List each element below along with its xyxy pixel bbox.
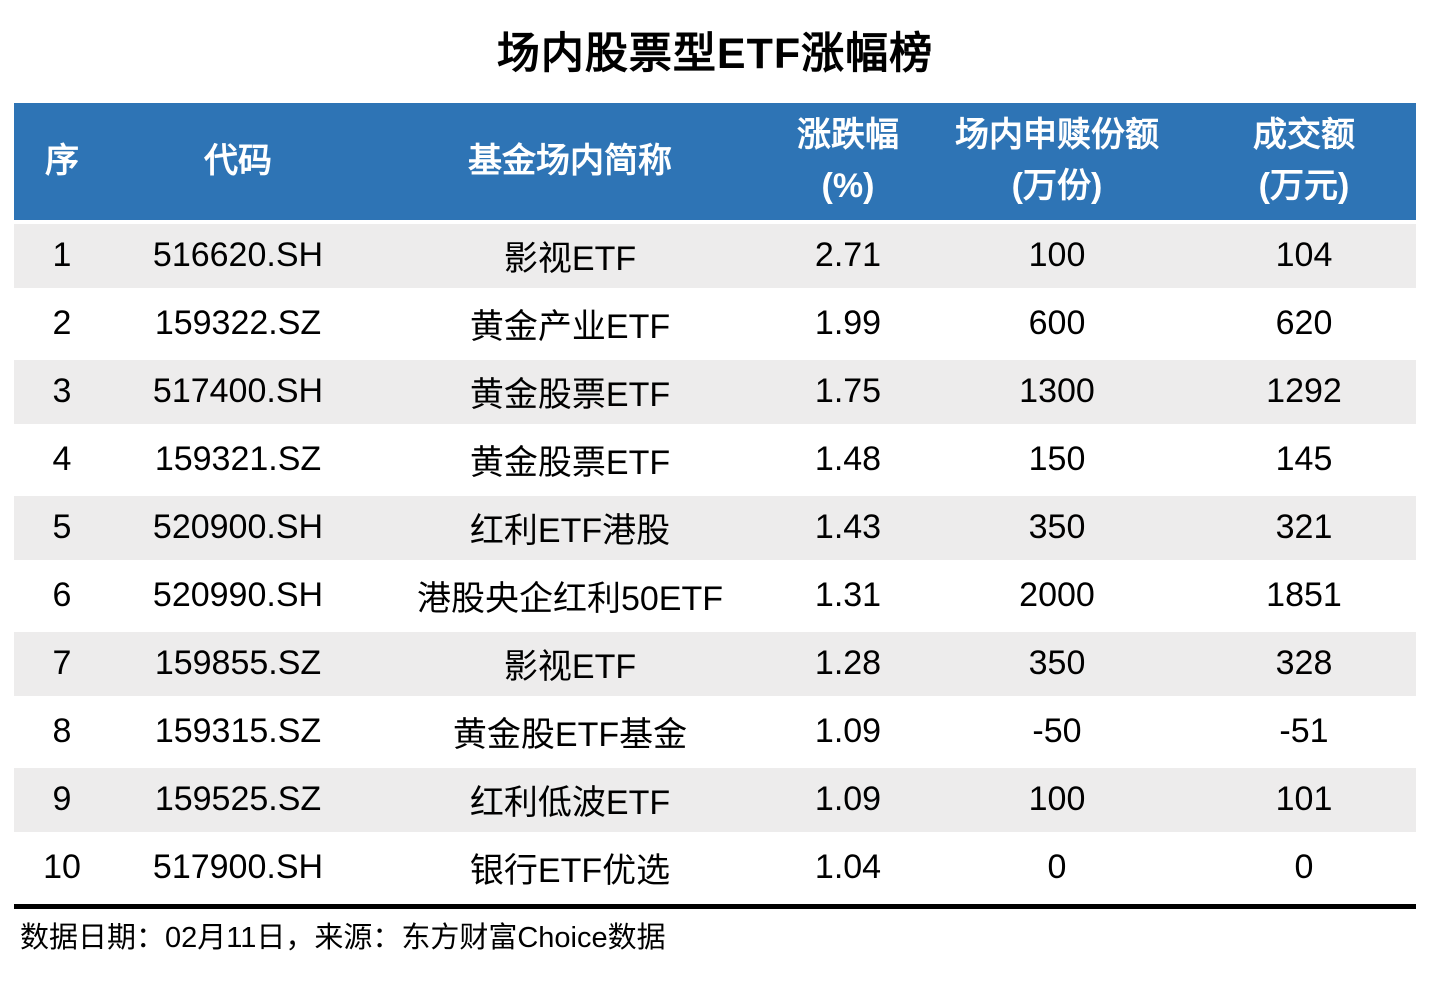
cell-name: 黄金股票ETF	[366, 427, 774, 496]
cell-change: 1.48	[774, 427, 922, 496]
cell-name: 影视ETF	[366, 223, 774, 292]
cell-name: 港股央企红利50ETF	[366, 563, 774, 632]
column-header-label: 成交额	[1253, 116, 1355, 155]
cell-rank: 6	[14, 563, 110, 632]
cell-turnover: 101	[1192, 767, 1416, 836]
cell-turnover: -51	[1192, 699, 1416, 768]
cell-rank: 8	[14, 699, 110, 768]
cell-shares: 350	[922, 631, 1192, 700]
cell-shares: 600	[922, 291, 1192, 360]
column-header-turnover: 成交额 (万元)	[1192, 102, 1416, 224]
table-row: 9 159525.SZ 红利低波ETF 1.09 100 101	[14, 767, 1416, 836]
cell-rank: 10	[14, 835, 110, 904]
cell-change: 1.31	[774, 563, 922, 632]
column-header-rank: 序	[14, 102, 110, 224]
cell-rank: 2	[14, 291, 110, 360]
cell-code: 159855.SZ	[110, 631, 366, 700]
column-header-label: 涨跌幅	[797, 116, 899, 155]
cell-rank: 3	[14, 359, 110, 428]
cell-turnover: 328	[1192, 631, 1416, 700]
cell-name: 银行ETF优选	[366, 835, 774, 904]
page-title: 场内股票型ETF涨幅榜	[496, 30, 934, 78]
etf-gainers-table: 序 代码 基金场内简称 涨跌幅 (%) 场内申赎份额 (万份)	[14, 102, 1416, 909]
cell-change: 1.09	[774, 767, 922, 836]
cell-shares: 150	[922, 427, 1192, 496]
cell-change: 1.09	[774, 699, 922, 768]
cell-rank: 4	[14, 427, 110, 496]
cell-rank: 7	[14, 631, 110, 700]
cell-change: 1.99	[774, 291, 922, 360]
table-row: 3 517400.SH 黄金股票ETF 1.75 1300 1292	[14, 359, 1416, 428]
table-row: 6 520990.SH 港股央企红利50ETF 1.31 2000 1851	[14, 563, 1416, 632]
header-row: 序 代码 基金场内简称 涨跌幅 (%) 场内申赎份额 (万份)	[14, 102, 1416, 224]
cell-code: 516620.SH	[110, 223, 366, 292]
table-row: 2 159322.SZ 黄金产业ETF 1.99 600 620	[14, 291, 1416, 360]
cell-shares: 100	[922, 767, 1192, 836]
etf-gainers-page: 场内股票型ETF涨幅榜 序 代码 基金场内简称	[14, 30, 1416, 954]
cell-change: 1.75	[774, 359, 922, 428]
cell-turnover: 620	[1192, 291, 1416, 360]
cell-turnover: 1292	[1192, 359, 1416, 428]
cell-code: 159315.SZ	[110, 699, 366, 768]
table-row: 1 516620.SH 影视ETF 2.71 100 104	[14, 223, 1416, 292]
column-header-label: 场内申赎份额	[955, 116, 1159, 155]
cell-code: 159525.SZ	[110, 767, 366, 836]
column-header-unit: (%)	[821, 167, 875, 206]
table-row: 4 159321.SZ 黄金股票ETF 1.48 150 145	[14, 427, 1416, 496]
data-source-note: 数据日期：02月11日，来源：东方财富Choice数据	[20, 921, 666, 954]
cell-name: 红利ETF港股	[366, 495, 774, 564]
cell-name: 黄金股ETF基金	[366, 699, 774, 768]
cell-name: 红利低波ETF	[366, 767, 774, 836]
cell-code: 520900.SH	[110, 495, 366, 564]
cell-name: 黄金股票ETF	[366, 359, 774, 428]
table-container: 序 代码 基金场内简称 涨跌幅 (%) 场内申赎份额 (万份)	[14, 102, 1416, 909]
cell-shares: -50	[922, 699, 1192, 768]
cell-code: 159321.SZ	[110, 427, 366, 496]
cell-name: 影视ETF	[366, 631, 774, 700]
cell-shares: 0	[922, 835, 1192, 904]
cell-code: 159322.SZ	[110, 291, 366, 360]
cell-rank: 5	[14, 495, 110, 564]
cell-code: 517900.SH	[110, 835, 366, 904]
cell-turnover: 0	[1192, 835, 1416, 904]
cell-shares: 2000	[922, 563, 1192, 632]
cell-change: 1.43	[774, 495, 922, 564]
cell-turnover: 145	[1192, 427, 1416, 496]
cell-code: 517400.SH	[110, 359, 366, 428]
column-header-change-pct: 涨跌幅 (%)	[774, 102, 922, 224]
table-row: 7 159855.SZ 影视ETF 1.28 350 328	[14, 631, 1416, 700]
cell-change: 1.04	[774, 835, 922, 904]
column-header-shares: 场内申赎份额 (万份)	[922, 102, 1192, 224]
column-header-label: 序	[45, 141, 79, 180]
cell-change: 1.28	[774, 631, 922, 700]
cell-name: 黄金产业ETF	[366, 291, 774, 360]
column-header-label: 基金场内简称	[468, 141, 672, 180]
table-row: 8 159315.SZ 黄金股ETF基金 1.09 -50 -51	[14, 699, 1416, 768]
cell-rank: 1	[14, 223, 110, 292]
table-body: 1 516620.SH 影视ETF 2.71 100 104 2 159322.SZ 黄金产业E…	[14, 223, 1416, 904]
column-header-name: 基金场内简称	[366, 102, 774, 224]
cell-rank: 9	[14, 767, 110, 836]
column-header-unit: (万元)	[1258, 167, 1350, 206]
cell-shares: 1300	[922, 359, 1192, 428]
table-row: 10 517900.SH 银行ETF优选 1.04 0 0	[14, 835, 1416, 904]
table-header: 序 代码 基金场内简称 涨跌幅 (%) 场内申赎份额 (万份)	[14, 102, 1416, 224]
cell-turnover: 1851	[1192, 563, 1416, 632]
cell-shares: 100	[922, 223, 1192, 292]
cell-turnover: 104	[1192, 223, 1416, 292]
table-row: 5 520900.SH 红利ETF港股 1.43 350 321	[14, 495, 1416, 564]
cell-code: 520990.SH	[110, 563, 366, 632]
cell-turnover: 321	[1192, 495, 1416, 564]
column-header-label: 代码	[204, 141, 272, 180]
column-header-unit: (万份)	[1011, 167, 1103, 206]
column-header-code: 代码	[110, 102, 366, 224]
cell-shares: 350	[922, 495, 1192, 564]
cell-change: 2.71	[774, 223, 922, 292]
